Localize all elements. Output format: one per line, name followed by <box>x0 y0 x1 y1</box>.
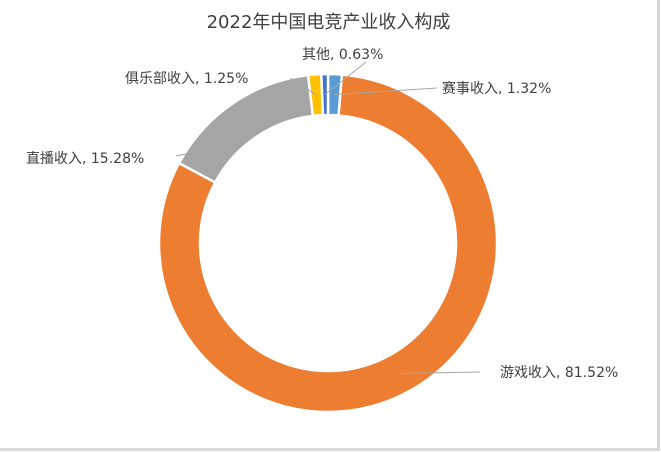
leader-lines <box>175 61 481 374</box>
doughnut-slices <box>157 72 499 414</box>
slice-game-revenue <box>157 73 499 414</box>
label-game-revenue: 游戏收入, 81.52% <box>500 365 619 381</box>
chart-title: 2022年中国电竞产业收入构成 <box>206 12 451 33</box>
label-event-revenue: 赛事收入, 1.32% <box>442 81 552 97</box>
slice-other-revenue <box>320 72 330 117</box>
label-club-revenue: 俱乐部收入, 1.25% <box>125 71 249 87</box>
label-other-revenue: 其他, 0.63% <box>302 47 384 63</box>
leader-line <box>334 87 438 96</box>
leader-line <box>324 61 367 95</box>
leader-line <box>398 371 481 374</box>
leader-line <box>289 77 317 96</box>
label-live-revenue: 直播收入, 15.28% <box>26 151 145 167</box>
leader-line <box>175 119 245 157</box>
slice-live-revenue <box>177 73 315 185</box>
